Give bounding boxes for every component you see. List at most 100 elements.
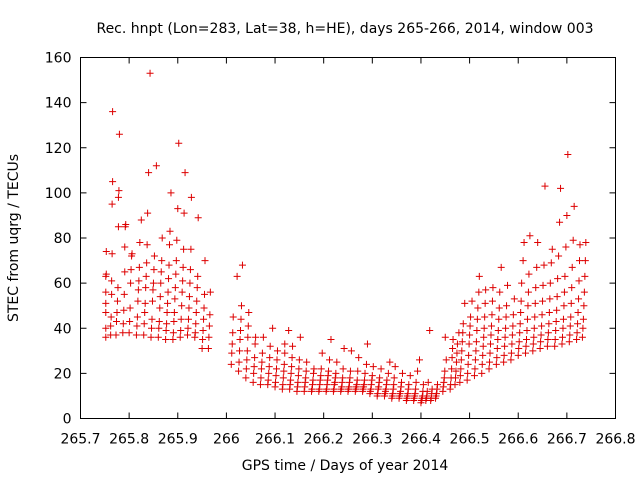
data-point [273,347,281,355]
data-point [451,381,459,389]
data-point [114,223,122,231]
data-point [464,369,472,377]
data-point [471,356,479,364]
data-point [252,333,260,341]
data-point [523,315,531,323]
data-point [108,200,116,208]
data-point [327,336,335,344]
data-point [468,297,476,305]
data-point [533,263,541,271]
data-point [474,304,482,312]
data-point [495,304,503,312]
data-point [119,329,127,337]
data-point [558,340,566,348]
x-tick-label-6: 266.3 [352,432,392,448]
data-point [272,372,280,380]
data-point [236,347,244,355]
data-point [206,311,214,319]
data-point [179,263,187,271]
data-point [120,290,128,298]
data-point [503,302,511,310]
data-point [134,297,142,305]
data-point [157,268,165,276]
data-point [368,372,376,380]
data-point [386,358,394,366]
data-point [560,288,568,296]
data-point [518,279,526,287]
data-point [556,218,564,226]
data-point [287,369,295,377]
data-point [309,376,317,384]
x-tick-label-4: 266.1 [255,432,295,448]
data-point [560,302,568,310]
data-point [107,322,115,330]
data-point [523,327,531,335]
data-point [185,293,193,301]
data-point [148,297,156,305]
data-point [480,333,488,341]
data-point [525,270,533,278]
data-point [114,284,122,292]
data-point [242,374,250,382]
data-point [534,239,542,247]
data-point [102,288,110,296]
data-point [576,241,584,249]
data-point [310,365,318,373]
data-point [257,374,265,382]
data-point [557,184,565,192]
data-point [576,257,584,265]
data-point [487,340,495,348]
data-point [537,338,545,346]
data-point [281,349,289,357]
data-point [134,286,142,294]
data-point [472,338,480,346]
x-tick-label-3: 266 [213,432,240,448]
data-point [579,315,587,323]
data-point [280,360,288,368]
data-point [500,358,508,366]
data-point [551,336,559,344]
data-point [457,356,465,364]
data-point [507,349,515,357]
data-point [281,340,289,348]
data-point [578,333,586,341]
data-point [568,284,576,292]
data-point [547,259,555,267]
data-point [494,327,502,335]
data-point [522,336,530,344]
data-point [154,333,162,341]
data-point [163,308,171,316]
data-point [501,342,509,350]
data-point [144,209,152,217]
data-point [317,372,325,380]
data-point [303,358,311,366]
data-point [170,308,178,316]
data-point [581,257,589,265]
data-point [480,324,488,332]
data-point [302,374,310,382]
data-point [568,263,576,271]
data-point [339,374,347,382]
data-point [162,336,170,344]
data-point [200,315,208,323]
data-point [266,354,274,362]
data-point [178,288,186,296]
data-point [377,365,385,373]
data-point [244,333,252,341]
data-point [272,378,280,386]
data-point [294,372,302,380]
data-point [172,257,180,265]
data-point [529,347,537,355]
data-point [522,349,530,357]
x-tick-label-8: 266.5 [450,432,490,448]
data-point [326,356,334,364]
data-point [501,333,509,341]
data-point [441,367,449,375]
data-point [412,378,420,386]
data-point [238,261,246,269]
chart-title: Rec. hnpt (Lon=283, Lat=38, h=HE), days … [96,21,593,37]
data-point [540,261,548,269]
x-tick-label-7: 266.4 [401,432,441,448]
data-point [581,272,589,280]
data-point [148,324,156,332]
